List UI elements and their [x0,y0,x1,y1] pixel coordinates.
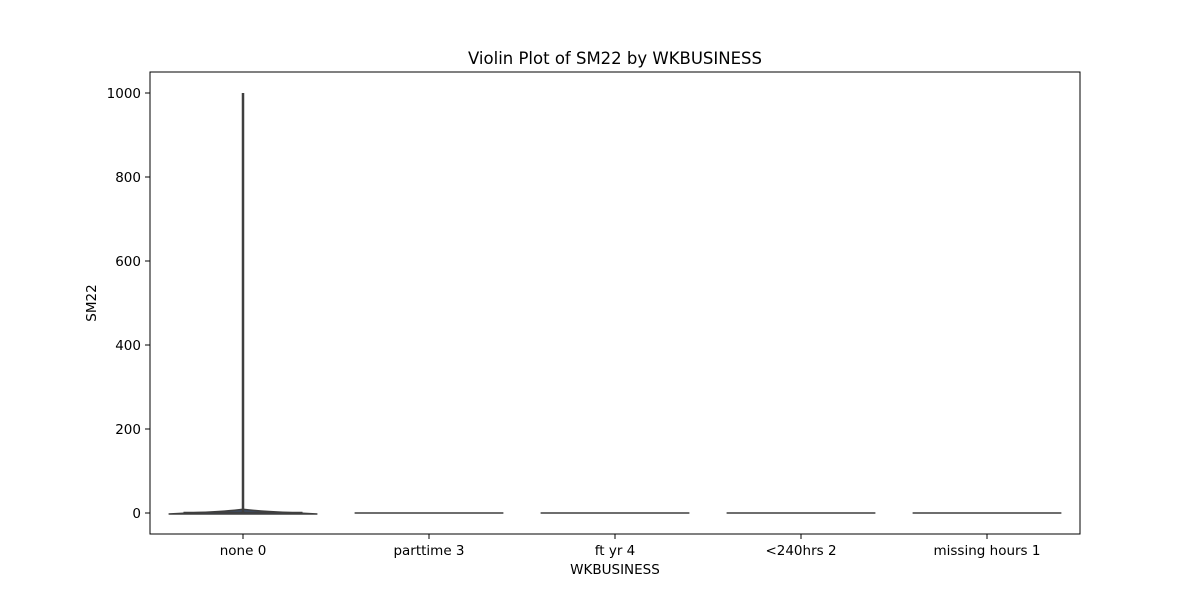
y-tick-label: 0 [132,506,141,522]
y-tick-label: 1000 [107,86,141,102]
x-axis-title: WKBUSINESS [570,562,660,578]
y-tick-label: 800 [115,170,141,186]
y-tick-label: 600 [115,254,141,270]
violin-group [168,93,1062,515]
y-tick-label: 400 [115,338,141,354]
chart-title: Violin Plot of SM22 by WKBUSINESS [468,49,762,68]
x-tick-label: ft yr 4 [595,543,636,559]
y-axis-title: SM22 [84,284,100,321]
x-tick-label: missing hours 1 [934,543,1041,559]
x-tick-label: none 0 [220,543,267,559]
x-tick-label: parttime 3 [393,543,464,559]
y-axis: 0 200 400 600 800 1000 [107,86,150,522]
x-tick-label: <240hrs 2 [765,543,836,559]
y-tick-label: 200 [115,422,141,438]
x-axis: none 0 parttime 3 ft yr 4 <240hrs 2 missing … [220,534,1041,559]
plot-area [149,71,1081,535]
